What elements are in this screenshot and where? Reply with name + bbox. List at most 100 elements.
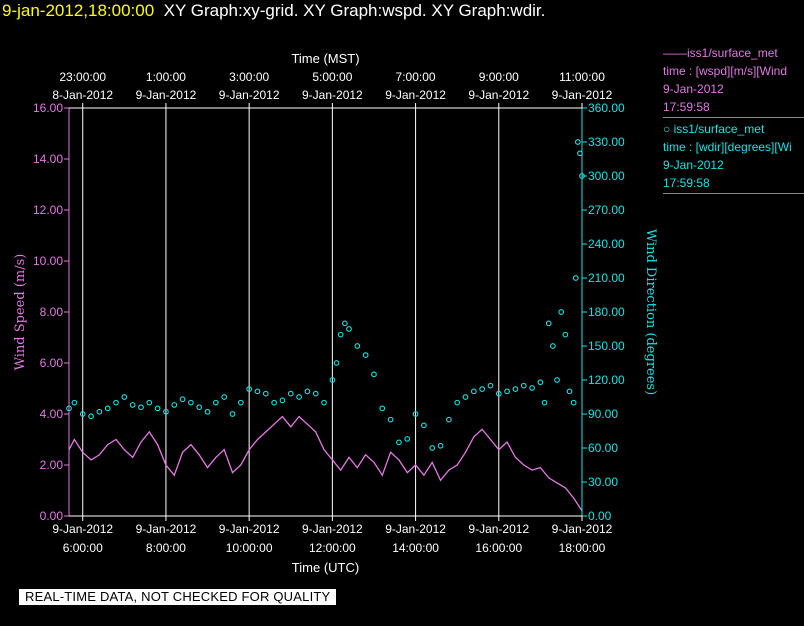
y-tick-label-left: 6.00 bbox=[40, 356, 64, 370]
x-tick-date-top: 9-Jan-2012 bbox=[468, 88, 529, 102]
x-tick-time-bottom: 12:00:00 bbox=[309, 541, 356, 555]
wspd-point bbox=[348, 456, 350, 458]
wspd-point bbox=[98, 454, 100, 456]
wdir-point bbox=[121, 394, 128, 400]
wspd-point bbox=[489, 438, 492, 441]
wdir-point bbox=[479, 386, 485, 392]
wspd-point bbox=[439, 479, 442, 481]
wspd-point bbox=[414, 464, 417, 466]
wspd-point bbox=[281, 415, 284, 418]
wdir-point bbox=[221, 394, 228, 400]
wspd-point bbox=[498, 449, 500, 451]
wspd-point bbox=[181, 451, 184, 453]
y-tick-label-left: 10.00 bbox=[33, 254, 63, 268]
wspd-point bbox=[331, 459, 333, 461]
wspd-point bbox=[539, 466, 541, 469]
x-tick-date-bottom: 9-Jan-2012 bbox=[468, 522, 529, 536]
wdir-point bbox=[296, 394, 302, 400]
wdir-point bbox=[304, 388, 311, 395]
y-tick-label-left: 0.00 bbox=[40, 509, 64, 523]
wdir-point bbox=[171, 402, 178, 408]
wdir-point bbox=[312, 390, 319, 397]
y-tick-label-left: 2.00 bbox=[40, 458, 64, 472]
x-tick-time-top: 7:00:00 bbox=[396, 70, 436, 84]
wdir-point bbox=[271, 399, 277, 406]
wspd-point bbox=[148, 431, 150, 433]
wspd-point bbox=[381, 474, 383, 476]
wspd-point bbox=[315, 431, 317, 433]
x-tick-date-top: 8-Jan-2012 bbox=[52, 88, 113, 102]
wdir-point bbox=[562, 331, 569, 338]
wdir-point bbox=[179, 396, 186, 403]
y-axis-label-left: Wind Speed (m/s) bbox=[13, 254, 28, 371]
x-tick-date-bottom: 9-Jan-2012 bbox=[219, 522, 280, 536]
wspd-point bbox=[365, 454, 367, 456]
wspd-point bbox=[398, 459, 400, 461]
wdir-point bbox=[572, 275, 579, 281]
x-tick-date-top: 9-Jan-2012 bbox=[552, 88, 613, 102]
wdir-point bbox=[188, 399, 194, 406]
wdir-point bbox=[437, 442, 444, 449]
wdir-point bbox=[574, 139, 581, 145]
wdir-point bbox=[421, 422, 427, 429]
wspd-point bbox=[373, 461, 375, 464]
wdir-point bbox=[196, 404, 203, 411]
x-tick-time-top: 11:00:00 bbox=[559, 70, 605, 84]
wspd-point bbox=[306, 423, 309, 425]
x-tick-time-bottom: 8:00:00 bbox=[146, 541, 186, 555]
x-tick-date-top: 9-Jan-2012 bbox=[219, 88, 280, 102]
y-tick-label-left: 12.00 bbox=[33, 203, 63, 217]
wdir-point bbox=[254, 388, 261, 395]
wspd-point bbox=[298, 415, 300, 418]
wspd-point bbox=[531, 469, 533, 471]
chart-legend: ——iss1/surface_met time : [wspd][m/s][Wi… bbox=[663, 44, 804, 196]
wdir-point bbox=[341, 320, 348, 327]
wspd-point bbox=[473, 436, 475, 438]
legend-wspd-source: ——iss1/surface_met bbox=[663, 46, 778, 60]
wdir-point bbox=[446, 416, 452, 423]
wspd-point bbox=[132, 456, 134, 458]
x-tick-date-bottom: 9-Jan-2012 bbox=[552, 522, 613, 536]
wdir-point bbox=[550, 343, 556, 349]
x-tick-date-top: 9-Jan-2012 bbox=[302, 88, 363, 102]
y-tick-label-left: 4.00 bbox=[40, 407, 64, 421]
wspd-point bbox=[431, 461, 433, 464]
wdir-point bbox=[554, 377, 560, 383]
y-tick-label-right: 120.00 bbox=[588, 373, 625, 387]
x-tick-time-top: 5:00:00 bbox=[312, 70, 352, 84]
wdir-point bbox=[454, 399, 461, 406]
wdir-point bbox=[346, 326, 352, 332]
wspd-point bbox=[464, 451, 467, 453]
wdir-point bbox=[262, 390, 269, 397]
wspd-point bbox=[90, 459, 92, 461]
wdir-point bbox=[88, 413, 94, 420]
graph-datetime: 9-jan-2012,18:00:00 bbox=[2, 1, 155, 20]
wspd-point bbox=[406, 472, 408, 474]
wspd-point bbox=[73, 438, 76, 441]
wspd-point bbox=[273, 423, 275, 425]
wdir-point bbox=[529, 385, 535, 391]
wdir-point bbox=[558, 309, 565, 315]
wdir-point bbox=[412, 411, 419, 417]
x-tick-time-bottom: 10:00:00 bbox=[226, 541, 273, 555]
x-tick-time-bottom: 14:00:00 bbox=[392, 541, 439, 555]
wdir-point bbox=[71, 399, 78, 406]
x-axis-label-top: Time (MST) bbox=[291, 51, 359, 66]
legend-wspd-variable: time : [wspd][m/s][Wind bbox=[663, 64, 788, 78]
x-tick-date-bottom: 9-Jan-2012 bbox=[136, 522, 197, 536]
wdir-point bbox=[379, 405, 386, 412]
y-axis-label-right: Wind Direction (degrees) bbox=[643, 229, 658, 395]
wspd-point bbox=[165, 464, 167, 466]
wspd-point bbox=[514, 456, 517, 458]
wspd-point bbox=[423, 474, 425, 476]
wdir-point bbox=[138, 404, 144, 411]
wdir-point bbox=[371, 371, 377, 378]
y-tick-label-right: 30.00 bbox=[588, 475, 618, 489]
wdir-point bbox=[129, 402, 136, 408]
wdir-point bbox=[462, 394, 469, 400]
wspd-point bbox=[523, 464, 525, 466]
quality-banner: REAL-TIME DATA, NOT CHECKED FOR QUALITY bbox=[19, 589, 337, 605]
wspd-point bbox=[206, 466, 209, 469]
wdir-point bbox=[495, 390, 502, 397]
wdir-point bbox=[566, 388, 573, 395]
